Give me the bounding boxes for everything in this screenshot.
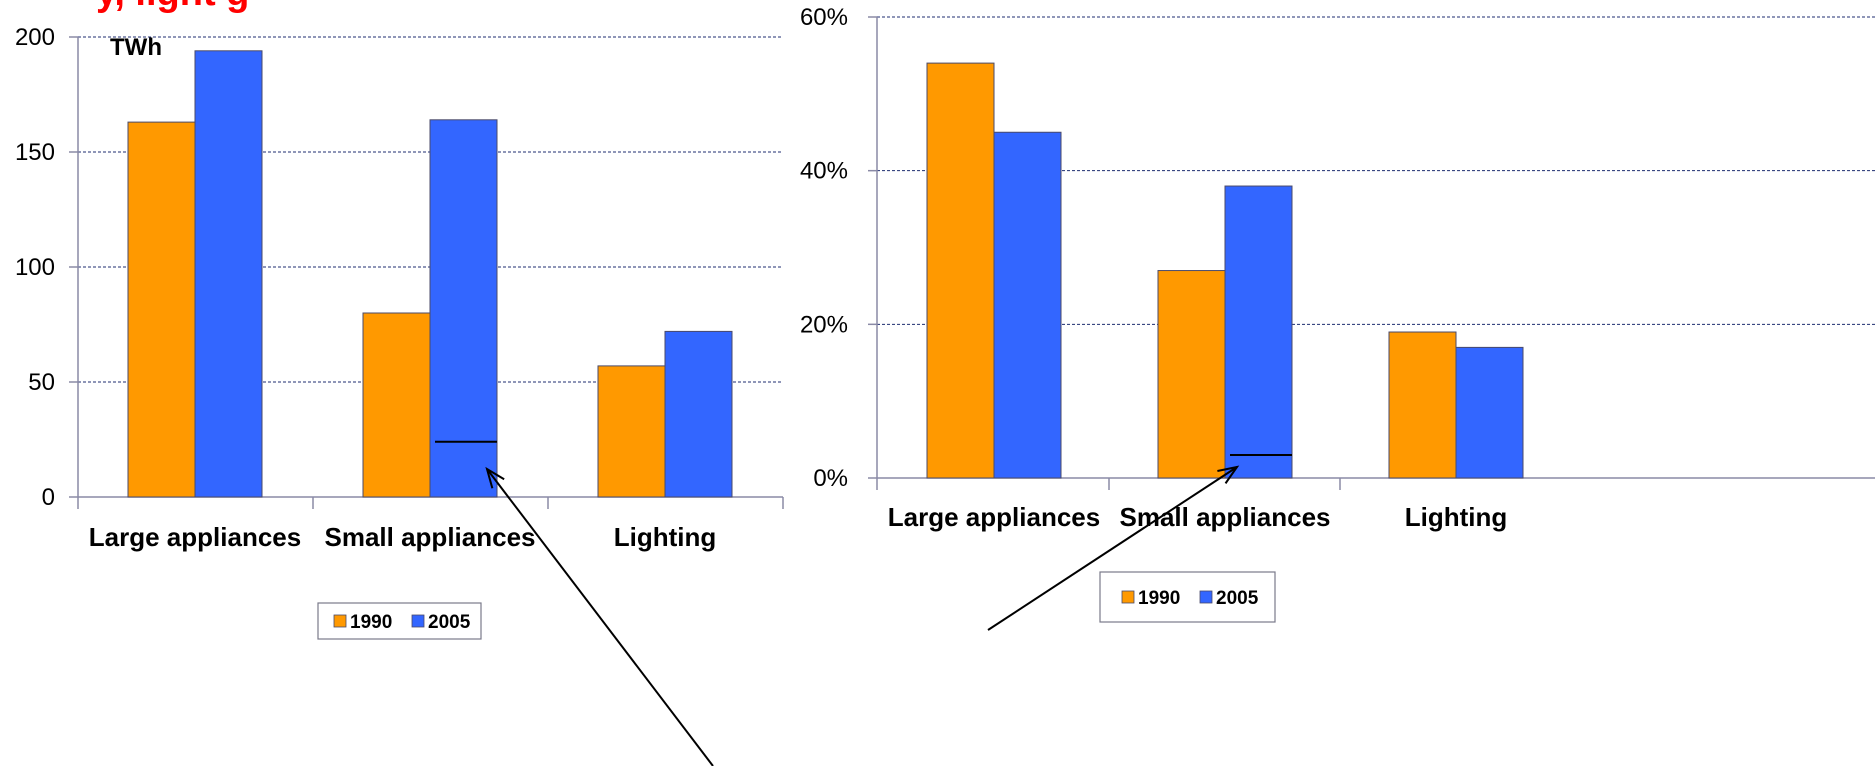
legend-swatch-1990 bbox=[333, 614, 347, 628]
x-category-label: Large appliances bbox=[89, 522, 301, 552]
bar-2005-lighting bbox=[1455, 346, 1524, 479]
clipped-title: y, light g bbox=[96, 0, 249, 15]
legend-swatch-1990 bbox=[1121, 590, 1135, 604]
arrow-shaft bbox=[987, 466, 1238, 631]
annotation-arrow-2 bbox=[987, 465, 1240, 631]
legend-label-2005: 2005 bbox=[428, 612, 471, 633]
arrow-head bbox=[1217, 465, 1240, 484]
legend: 1990 2005 bbox=[317, 602, 482, 640]
chart-2: 0% 20% 40% 60% Large appliances Small applian… bbox=[800, 4, 1875, 623]
x-category-label: Lighting bbox=[1405, 502, 1508, 532]
bar-2005-large-appliances bbox=[993, 131, 1062, 479]
legend-label-2005: 2005 bbox=[1216, 588, 1259, 609]
y-tick-label: 0% bbox=[813, 465, 848, 492]
arrow-shaft bbox=[486, 468, 714, 767]
x-category-label: Small appliances bbox=[325, 522, 536, 552]
y-tick-label: 150 bbox=[15, 139, 55, 166]
bar-1990-lighting bbox=[597, 365, 666, 498]
x-category-label: Small appliances bbox=[1120, 502, 1331, 532]
bar-1990-small-appliances bbox=[1157, 270, 1226, 479]
bar-1990-lighting bbox=[1388, 331, 1457, 479]
y-tick-label: 50 bbox=[28, 369, 55, 396]
legend-label-1990: 1990 bbox=[350, 612, 392, 633]
chart-1: 0 50 100 150 200 Large appliances Small applia… bbox=[15, 24, 784, 640]
legend-label-1990: 1990 bbox=[1138, 588, 1180, 609]
bar-1990-large-appliances bbox=[127, 121, 196, 498]
x-category-label: Large appliances bbox=[888, 502, 1100, 532]
legend: 1990 2005 bbox=[1099, 571, 1276, 623]
bar-2005-small-appliances bbox=[1224, 185, 1293, 479]
y-tick-label: 200 bbox=[15, 24, 55, 51]
bar-2005-lighting bbox=[664, 330, 733, 498]
legend-swatch-2005 bbox=[411, 614, 425, 628]
y-tick-label: 0 bbox=[42, 484, 55, 511]
arrow-head bbox=[485, 466, 505, 489]
y-tick-label: 20% bbox=[800, 311, 848, 338]
legend-swatch-2005 bbox=[1199, 590, 1213, 604]
bar-1990-large-appliances bbox=[926, 62, 995, 479]
x-category-label: Lighting bbox=[614, 522, 717, 552]
bar-2005-large-appliances bbox=[194, 50, 263, 498]
annotation-arrow-1 bbox=[485, 466, 714, 767]
y-tick-label: 60% bbox=[800, 4, 848, 31]
y-tick-label: 40% bbox=[800, 158, 848, 185]
bar-2005-small-appliances bbox=[429, 119, 498, 498]
bar-1990-small-appliances bbox=[362, 312, 431, 498]
unit-label: TWh bbox=[110, 34, 162, 61]
y-tick-label: 100 bbox=[15, 254, 55, 281]
